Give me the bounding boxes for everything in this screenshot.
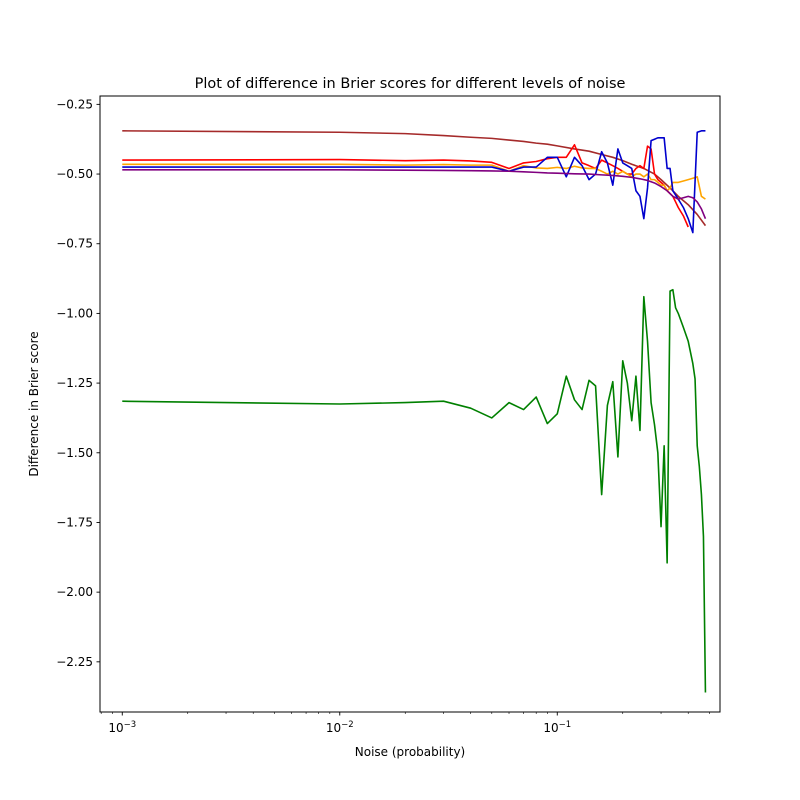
series-line-3 xyxy=(122,163,706,200)
y-axis: −0.25 −0.50 −0.75 −1.00 −1.25 −1.50 −1.75 −2.00… xyxy=(56,97,100,669)
x-tick-label: 10−1 xyxy=(543,720,571,735)
y-tick-label: −0.50 xyxy=(56,167,93,181)
y-tick-label: −1.25 xyxy=(56,376,93,390)
x-axis: 10−3 10−2 10−1 xyxy=(100,712,710,735)
y-tick-label: −2.00 xyxy=(56,585,93,599)
y-tick-label: −0.25 xyxy=(56,97,93,111)
y-tick-label: −1.00 xyxy=(56,306,93,320)
x-tick-label: 10−2 xyxy=(326,720,354,735)
y-tick-label: −0.75 xyxy=(56,237,93,251)
y-tick-label: −1.75 xyxy=(56,515,93,529)
x-tick-label: 10−3 xyxy=(108,720,136,735)
chart-title: Plot of difference in Brier scores for d… xyxy=(195,76,626,92)
y-tick-label: −2.25 xyxy=(56,655,93,669)
x-axis-title: Noise (probability) xyxy=(355,745,466,759)
y-tick-label: −1.50 xyxy=(56,446,93,460)
series-line-4 xyxy=(122,130,706,234)
plot-area-frame xyxy=(99,95,721,713)
y-axis-title: Difference in Brier score xyxy=(27,331,41,476)
series-line-6 xyxy=(122,288,707,693)
series-line-5 xyxy=(122,169,707,219)
series-layer xyxy=(122,130,707,693)
